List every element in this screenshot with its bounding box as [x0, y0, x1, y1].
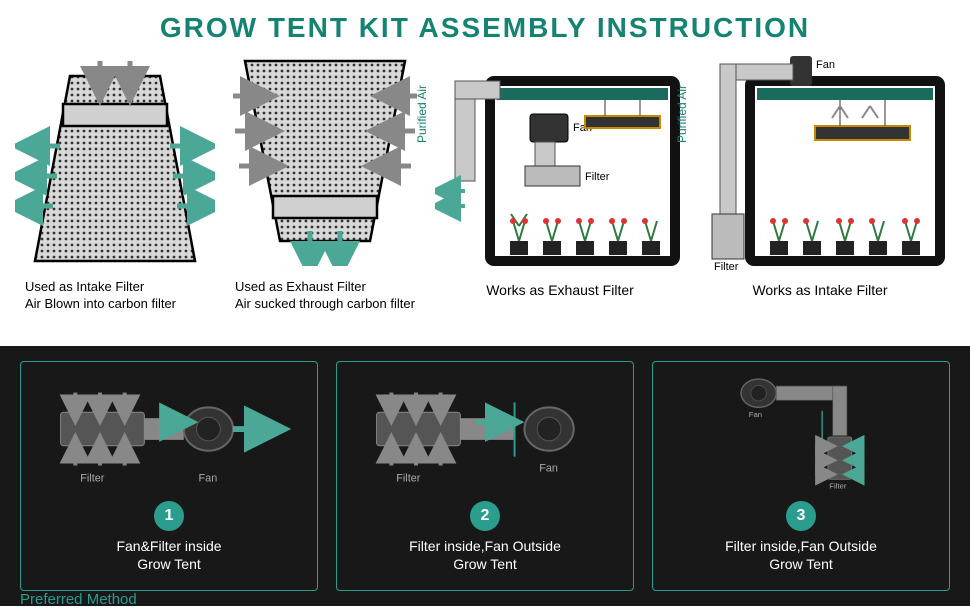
method-2-text: Filter inside,Fan OutsideGrow Tent [347, 537, 623, 573]
purified-air-label-2: Purified Air [675, 85, 689, 143]
tent-exhaust-caption: Works as Exhaust Filter [430, 282, 690, 298]
exhaust-caption-1: Used as Exhaust Filter [235, 279, 430, 296]
method-3-text: Filter inside,Fan OutsideGrow Tent [663, 537, 939, 573]
method-1-number: 1 [154, 501, 184, 531]
tent-intake-diagram: Purified Air Fan Filter [690, 56, 950, 346]
tent-intake-caption: Works as Intake Filter [690, 282, 950, 298]
top-section: Used as Intake Filter Air Blown into car… [0, 56, 970, 346]
svg-text:Fan: Fan [539, 462, 558, 474]
fan-label-2: Fan [816, 59, 835, 71]
tent-exhaust-diagram: Purified Air Fan Filter [430, 56, 690, 346]
plants-icon-2 [770, 218, 920, 255]
svg-text:Fan: Fan [199, 472, 218, 484]
exhaust-caption-2: Air sucked through carbon filter [235, 296, 430, 313]
exhaust-filter-diagram: Used as Exhaust Filter Air sucked throug… [220, 56, 430, 346]
purified-air-label: Purified Air [415, 85, 429, 143]
intake-caption-2: Air Blown into carbon filter [25, 296, 220, 313]
page-title: GROW TENT KIT ASSEMBLY INSTRUCTION [0, 0, 970, 56]
svg-text:Fan: Fan [749, 410, 762, 419]
method-2-box: Filter Fan 2 Filter inside,Fan OutsideGr… [336, 361, 634, 591]
filter-label-2: Filter [714, 261, 739, 271]
svg-text:Filter: Filter [829, 481, 847, 490]
plants-icon [510, 214, 660, 255]
method-3-number: 3 [786, 501, 816, 531]
bottom-section: Filter Fan 1 Fan&Filter insideGrow Tent … [0, 346, 970, 606]
svg-text:Filter: Filter [80, 472, 104, 484]
method-1-text: Fan&Filter insideGrow Tent [31, 537, 307, 573]
intake-filter-diagram: Used as Intake Filter Air Blown into car… [10, 56, 220, 346]
svg-text:Filter: Filter [396, 472, 420, 484]
method-3-box: Fan Filter 3 Filter inside,Fan OutsideGr… [652, 361, 950, 591]
intake-caption-1: Used as Intake Filter [25, 279, 220, 296]
filter-label: Filter [585, 171, 610, 183]
method-2-number: 2 [470, 501, 500, 531]
method-1-box: Filter Fan 1 Fan&Filter insideGrow Tent [20, 361, 318, 591]
